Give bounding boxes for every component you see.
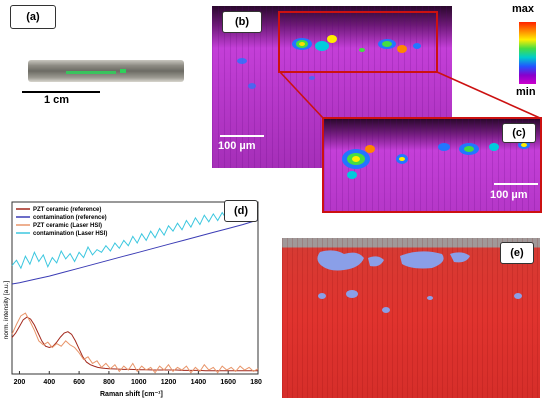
series-layer — [11, 207, 259, 374]
colorbar-max-label: max — [512, 3, 535, 15]
legend-label-3: contamination (Laser HSI) — [33, 231, 107, 237]
series-line-1 — [11, 219, 259, 285]
panel-c-tag: (c) — [502, 123, 536, 143]
contamination-spots-b — [237, 35, 421, 89]
x-axis-label: Raman shift [cm⁻¹] — [100, 391, 163, 398]
x-tick-label-7: 1600 — [220, 379, 236, 386]
scale-bar-c-label: 100 µm — [490, 189, 528, 201]
scale-bar-c — [494, 183, 538, 185]
panel-d-tag: (d) — [224, 200, 258, 222]
x-tick-label-8: 1800 — [250, 379, 262, 386]
panel-b-tag: (b) — [222, 11, 262, 33]
contamination-regions-e — [317, 250, 522, 313]
x-tick-label-3: 800 — [103, 379, 115, 386]
classified-image-e: (e) — [282, 238, 540, 398]
spectra-chart: PZT ceramic (reference) contamination (re… — [3, 201, 262, 398]
y-axis-label: norm. intensity [a.u.] — [3, 281, 10, 340]
x-tick-label-2: 600 — [73, 379, 85, 386]
scale-bar-a-label: 1 cm — [44, 94, 70, 106]
hsi-b-spots — [237, 11, 438, 89]
hsi-image-c: (c) 100 µm — [322, 117, 542, 213]
x-tick-label-1: 400 — [43, 379, 55, 386]
legend: PZT ceramic (reference) contamination (re… — [16, 207, 107, 237]
panel-a-tag: (a) — [10, 5, 56, 29]
contamination-spots-c — [342, 141, 530, 179]
classified-regions — [317, 250, 522, 313]
scale-bar-b-label: 100 µm — [218, 140, 256, 152]
sample-photo — [28, 60, 184, 82]
hsi-c-spots — [342, 141, 530, 179]
legend-label-2: PZT ceramic (Laser HSI) — [33, 223, 102, 229]
x-tick-label-5: 1200 — [161, 379, 177, 386]
plot-frame — [11, 201, 259, 375]
series-line-2 — [11, 312, 259, 374]
colorbar-min-label: min — [516, 86, 536, 98]
legend-label-1: contamination (reference) — [33, 215, 107, 221]
panel-e-tag: (e) — [500, 242, 534, 264]
legend-label-0: PZT ceramic (reference) — [33, 207, 101, 213]
x-tick-label-6: 1400 — [191, 379, 207, 386]
colorbar — [519, 22, 536, 84]
series-line-3 — [11, 207, 259, 270]
scale-bar-a — [22, 91, 100, 93]
x-tick-label-0: 200 — [14, 379, 26, 386]
scale-bar-b — [220, 135, 264, 137]
x-ticks: 200 400 600 800 1000 1200 1400 1600 1800 — [14, 371, 262, 386]
x-tick-label-4: 1000 — [131, 379, 147, 386]
